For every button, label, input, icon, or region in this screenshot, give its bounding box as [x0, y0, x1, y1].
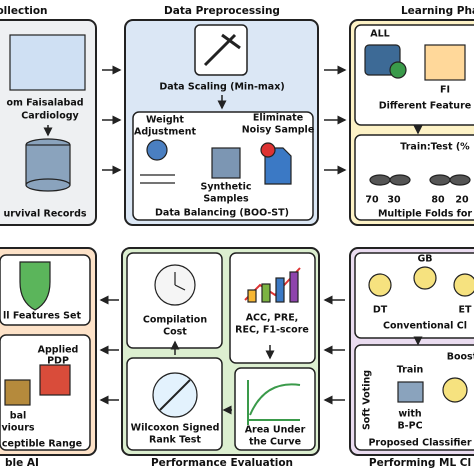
label: Compilation: [143, 315, 207, 326]
label: Weight: [146, 115, 184, 126]
label: 30: [387, 195, 401, 206]
label: Wilcoxon Signed: [131, 423, 220, 434]
stage-title: ollection: [0, 5, 48, 17]
label: Applied: [38, 345, 79, 356]
stage-title: Performing ML Cl: [369, 457, 471, 469]
icons: [4, 33, 474, 425]
label: Data Balancing (BOO-ST): [155, 208, 289, 219]
label: Rank Test: [149, 435, 201, 446]
stage-title: Data Preprocessing: [164, 5, 280, 17]
label: Different Feature: [379, 101, 471, 112]
label: Proposed Classifier: [368, 438, 471, 449]
label: Multiple Folds for: [378, 209, 472, 220]
label: with: [398, 409, 422, 420]
label: PDP: [47, 356, 69, 367]
inner-box: [229, 252, 316, 364]
inner-box: [234, 367, 316, 451]
stage-title: Learning Pha: [401, 5, 474, 17]
label: REC, F1-score: [235, 325, 309, 336]
label: Train: [397, 365, 424, 376]
label: 20: [455, 195, 469, 206]
stage-title: Performance Evaluation: [151, 457, 293, 469]
label: Boost: [447, 352, 474, 363]
label: 70: [365, 195, 379, 206]
label: Eliminate: [253, 113, 303, 124]
label: FI: [440, 85, 450, 96]
inner-box: [354, 134, 474, 221]
label: viours: [1, 423, 34, 434]
label: Cost: [163, 327, 187, 338]
label: 80: [431, 195, 445, 206]
label: bal: [10, 411, 26, 422]
label: Data Scaling (Min-max): [159, 82, 284, 93]
label: ACC, PRE,: [246, 313, 299, 324]
label: ET: [459, 305, 472, 316]
label: ll Features Set: [3, 311, 81, 322]
label: urvival Records: [3, 209, 86, 220]
label: ALL: [370, 29, 389, 40]
label: Area Under: [245, 425, 306, 436]
label: Samples: [203, 194, 249, 205]
label: DT: [373, 305, 388, 316]
label: Train:Test (%: [400, 142, 470, 153]
label: Adjustment: [134, 127, 196, 138]
label: Conventional Cl: [383, 321, 467, 332]
stage-title: ble AI: [5, 457, 39, 469]
arrows: [43, 65, 423, 415]
label: the Curve: [249, 437, 301, 448]
label: Soft Voting: [362, 370, 373, 430]
label: Synthetic: [201, 182, 252, 193]
label: GB: [417, 254, 432, 265]
label: Noisy Sample: [242, 125, 315, 136]
label: Cardiology: [21, 111, 79, 122]
label: B-PC: [397, 421, 422, 432]
label: ceptible Range: [2, 439, 82, 450]
label: om Faisalabad: [6, 98, 83, 109]
